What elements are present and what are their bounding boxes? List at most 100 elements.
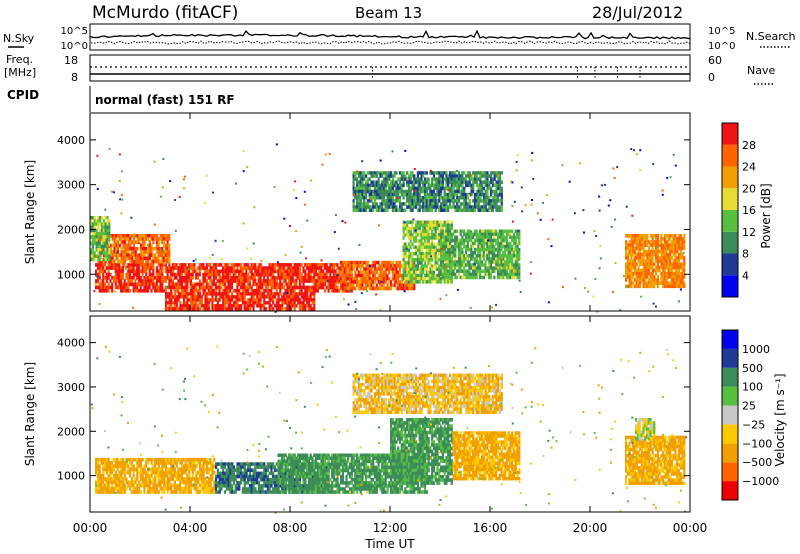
heatmap-cell	[409, 242, 412, 246]
heatmap-cell	[318, 263, 321, 267]
heatmap-cell	[90, 225, 93, 230]
heatmap-cell	[111, 259, 114, 264]
heatmap-cell	[470, 192, 473, 197]
heatmap-cell	[127, 246, 130, 251]
heatmap-cell	[644, 268, 647, 273]
heatmap-cell	[173, 282, 176, 287]
heatmap-cell	[625, 243, 628, 247]
heatmap-cell	[457, 244, 460, 249]
heatmap-cell	[298, 285, 302, 290]
heatmap-cell	[404, 280, 407, 284]
heatmap-cell	[418, 220, 421, 224]
heatmap-cell	[104, 257, 107, 262]
heatmap-cell	[111, 250, 114, 254]
heatmap-cell	[516, 247, 519, 252]
heatmap-cell	[395, 199, 398, 203]
heatmap-cell	[182, 285, 185, 290]
heatmap-cell	[395, 273, 398, 278]
heatmap-cell	[206, 292, 209, 296]
heatmap-cell	[288, 279, 291, 283]
heatmap-cell	[463, 196, 466, 200]
heatmap-cell	[482, 202, 486, 206]
heatmap-cell	[418, 251, 421, 256]
heatmap-cell	[642, 240, 645, 244]
heatmap-cell	[489, 263, 492, 267]
heatmap-cell	[545, 194, 548, 197]
heatmap-cell	[509, 235, 512, 240]
heatmap-cell	[354, 208, 357, 212]
heatmap-cell	[182, 298, 186, 302]
heatmap-cell	[382, 177, 386, 181]
heatmap-cell	[348, 267, 352, 271]
heatmap-cell	[480, 263, 484, 267]
heatmap-cell	[516, 254, 519, 258]
heatmap-cell	[672, 278, 675, 282]
heatmap-cell	[381, 280, 384, 283]
heatmap-cell	[377, 280, 380, 284]
heatmap-cell	[511, 251, 514, 255]
heatmap-cell	[427, 186, 430, 191]
heatmap-cell	[498, 199, 502, 203]
heatmap-cell	[390, 196, 393, 200]
heatmap-cell	[205, 279, 209, 283]
heatmap-cell	[514, 263, 517, 267]
heatmap-cell	[459, 266, 462, 270]
heatmap-cell	[651, 234, 654, 238]
heatmap-cell	[105, 266, 108, 270]
heatmap-cell	[665, 256, 668, 260]
heatmap-cell	[257, 263, 260, 267]
heatmap-cell	[418, 242, 421, 246]
heatmap-cell	[667, 246, 670, 251]
heatmap-cell	[107, 272, 110, 277]
heatmap-cell	[129, 259, 132, 264]
heatmap-cell	[625, 240, 628, 244]
heatmap-cell	[96, 263, 99, 267]
heatmap-cell	[225, 301, 228, 305]
heatmap-cell	[155, 285, 158, 290]
heatmap-cell	[395, 267, 398, 271]
heatmap-cell	[331, 269, 334, 274]
heatmap-cell	[376, 207, 378, 210]
heatmap-cell	[324, 153, 327, 156]
heatmap-cell	[406, 229, 409, 234]
heatmap-cell	[486, 186, 489, 191]
heatmap-cell	[277, 292, 280, 296]
heatmap-cell	[370, 189, 373, 194]
heatmap-cell	[291, 298, 294, 302]
heatmap-cell	[495, 171, 498, 175]
heatmap-cell	[313, 289, 316, 293]
heatmap-cell	[416, 171, 419, 175]
heatmap-cell	[102, 244, 105, 249]
heatmap-cell	[402, 273, 405, 278]
heatmap-cell	[202, 304, 205, 308]
heatmap-cell	[388, 286, 391, 291]
heatmap-cell	[477, 235, 480, 240]
heatmap-cell	[356, 196, 359, 200]
heatmap-cell	[402, 245, 405, 250]
heatmap-cell	[660, 240, 663, 244]
heatmap-cell	[452, 189, 455, 194]
heatmap-cell	[431, 255, 434, 259]
heatmap-cell	[473, 171, 477, 175]
heatmap-cell	[679, 281, 682, 285]
heatmap-cell	[205, 272, 209, 277]
heatmap-cell	[155, 246, 159, 251]
heatmap-cell	[109, 246, 113, 251]
heatmap-cell	[375, 192, 378, 197]
heatmap-cell	[370, 180, 373, 184]
heatmap-cell	[93, 232, 96, 236]
heatmap-cell	[229, 295, 232, 299]
heatmap-cell	[131, 259, 134, 264]
heatmap-cell	[663, 284, 666, 289]
heatmap-cell	[440, 202, 443, 206]
heatmap-cell	[284, 295, 287, 299]
heatmap-cell	[334, 279, 337, 283]
heatmap-cell	[438, 189, 441, 194]
heatmap-cell	[390, 260, 393, 265]
heatmap-cell	[516, 257, 519, 261]
heatmap-cell	[448, 260, 452, 264]
heatmap-cell	[368, 183, 371, 188]
heatmap-cell	[100, 225, 104, 230]
heatmap-cell	[322, 285, 325, 290]
heatmap-cell	[311, 285, 314, 290]
